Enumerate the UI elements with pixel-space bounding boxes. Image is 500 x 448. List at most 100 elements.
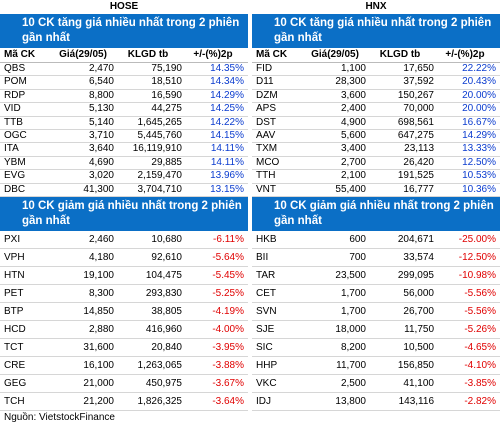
- cell: -5.56%: [464, 287, 496, 299]
- cell: 26,420: [403, 156, 434, 168]
- cell: 13.33%: [462, 143, 496, 155]
- cell: 600: [349, 233, 366, 245]
- cell: 16,777: [403, 183, 434, 195]
- cell: HHP: [256, 359, 278, 371]
- cell: 8,800: [88, 89, 114, 101]
- cell: DBC: [4, 183, 26, 195]
- cell: 21,000: [83, 377, 114, 389]
- cell: 10,680: [151, 233, 182, 245]
- section: 10 CK giảm giá nhiều nhất trong 2 phiên …: [0, 196, 248, 411]
- cell: -3.88%: [212, 359, 244, 371]
- cell: 55,400: [335, 183, 366, 195]
- cell: 150,267: [397, 89, 434, 101]
- cell: 2,100: [340, 170, 366, 182]
- cell: 70,000: [403, 103, 434, 115]
- cell: 416,960: [145, 323, 182, 335]
- column-label: Mã CK: [4, 49, 36, 60]
- table-row: SIC 8,200 10,500 -4.65%: [252, 339, 500, 357]
- cell: D11: [256, 76, 274, 88]
- table-row: QBS 2,470 75,190 14.35%: [0, 63, 248, 77]
- table-row: TAR 23,500 299,095 -10.98%: [252, 267, 500, 285]
- market-title: HNX: [365, 1, 387, 12]
- cell: 23,113: [404, 143, 434, 155]
- cell: FID: [256, 63, 273, 74]
- table-row: DST 4,900 698,561 16.67%: [252, 117, 500, 130]
- table-row: CET 1,700 56,000 -5.56%: [252, 285, 500, 303]
- table-row: HCD 2,880 416,960 -4.00%: [0, 321, 248, 339]
- cell: HTN: [4, 269, 25, 281]
- cell: 20.43%: [462, 76, 496, 88]
- cell: 17,650: [403, 63, 434, 74]
- cell: 14.34%: [210, 76, 244, 88]
- cell: AAV: [256, 129, 276, 141]
- cell: SIC: [256, 341, 273, 353]
- cell: 5,140: [88, 116, 114, 128]
- cell: 14.22%: [210, 116, 244, 128]
- cell: MCO: [256, 156, 280, 168]
- table-row: PET 8,300 293,830 -5.25%: [0, 285, 248, 303]
- table-row: FID 1,100 17,650 22.22%: [252, 63, 500, 77]
- table-row: YBM 4,690 29,885 14.11%: [0, 156, 248, 171]
- cell: HKB: [256, 233, 277, 245]
- section: 10 CK tăng giá nhiều nhất trong 2 phiên …: [252, 14, 500, 197]
- cell: BTP: [4, 305, 24, 317]
- cell: 11,700: [336, 359, 366, 371]
- cell: 3,704,710: [137, 183, 183, 195]
- cell: 19,100: [83, 269, 114, 281]
- cell: POM: [4, 76, 27, 88]
- cell: CET: [256, 287, 276, 299]
- cell: TTH: [256, 170, 276, 182]
- table-row: VID 5,130 44,275 14.25%: [0, 103, 248, 117]
- cell: 14.25%: [210, 103, 244, 115]
- cell: BII: [256, 251, 269, 263]
- cell: 6,540: [88, 76, 114, 88]
- cell: -2.82%: [464, 395, 496, 407]
- cell: TTB: [4, 116, 23, 128]
- cell: 4,690: [88, 156, 114, 168]
- cell: YBM: [4, 156, 26, 168]
- cell: VNT: [256, 183, 276, 195]
- cell: 18,510: [151, 76, 182, 88]
- cell: 2,500: [340, 377, 366, 389]
- column-header: Mã CK Giá(29/05) KLGD tb +/-(%)2p: [252, 48, 500, 63]
- cell: 20.00%: [462, 89, 496, 101]
- cell: -6.11%: [213, 233, 244, 245]
- cell: GEG: [4, 377, 27, 389]
- cell: 14.11%: [210, 143, 244, 155]
- table-row: HKB 600 204,671 -25.00%: [252, 231, 500, 249]
- cell: 14.35%: [210, 63, 244, 74]
- cell: 92,610: [151, 251, 182, 263]
- table-row: OGC 3,710 5,445,760 14.15%: [0, 129, 248, 144]
- column-label: Giá(29/05): [311, 49, 359, 60]
- table-row: EVG 3,020 2,159,470 13.96%: [0, 170, 248, 184]
- cell: -3.85%: [464, 377, 496, 389]
- cell: SJE: [256, 323, 275, 335]
- cell: -25.00%: [458, 233, 496, 245]
- cell: CRE: [4, 359, 26, 371]
- cell: PET: [4, 287, 24, 299]
- cell: 13.96%: [210, 170, 244, 182]
- cell: 33,574: [403, 251, 434, 263]
- cell: 10,500: [403, 341, 434, 353]
- cell: 4,900: [340, 116, 366, 128]
- table-row: TCH 21,200 1,826,325 -3.64%: [0, 393, 248, 411]
- cell: QBS: [4, 63, 26, 74]
- cell: 38,805: [151, 305, 182, 317]
- cell: 21,200: [83, 395, 114, 407]
- table-row: BII 700 33,574 -12.50%: [252, 249, 500, 267]
- cell: 23,500: [335, 269, 366, 281]
- cell: 31,600: [83, 341, 114, 353]
- cell: VID: [4, 103, 21, 115]
- cell: 698,561: [397, 116, 434, 128]
- cell: OGC: [4, 129, 27, 141]
- market-panel: HNX 10 CK tăng giá nhiều nhất trong 2 phi…: [252, 0, 500, 411]
- cell: 647,275: [397, 129, 434, 141]
- cell: 20,840: [151, 341, 182, 353]
- cell: 700: [349, 251, 366, 263]
- table-row: CRE 16,100 1,263,065 -3.88%: [0, 357, 248, 375]
- cell: -5.26%: [464, 323, 496, 335]
- table-row: DBC 41,300 3,704,710 13.15%: [0, 184, 248, 197]
- cell: -4.65%: [464, 341, 496, 353]
- cell: -3.67%: [212, 377, 244, 389]
- cell: DST: [256, 116, 276, 128]
